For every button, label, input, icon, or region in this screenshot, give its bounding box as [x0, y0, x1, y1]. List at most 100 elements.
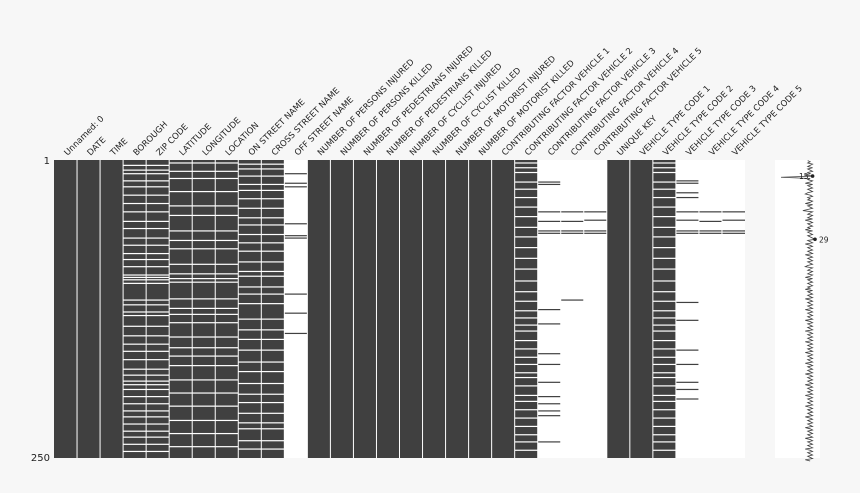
- y-tick-top: 1: [44, 156, 50, 167]
- missing-row-mark: [514, 181, 538, 183]
- missing-row-mark: [169, 379, 193, 381]
- missing-row-mark: [238, 318, 262, 320]
- missing-row-mark: [123, 311, 147, 313]
- missing-row-mark: [146, 164, 170, 166]
- missing-row-mark: [123, 443, 147, 445]
- missing-row-mark: [652, 216, 676, 218]
- missing-row-mark: [169, 177, 193, 180]
- missing-row-mark: [215, 432, 239, 435]
- missing-row-mark: [652, 162, 676, 164]
- missing-row-mark: [123, 279, 147, 281]
- missing-row-mark: [261, 412, 285, 414]
- column-separators: [76, 160, 723, 458]
- missing-row-mark: [169, 298, 193, 300]
- missing-row-mark: [261, 329, 285, 331]
- missing-row-mark: [652, 394, 676, 397]
- missing-row-mark: [652, 372, 676, 374]
- missing-row-mark: [652, 181, 676, 183]
- present-row-mark: [537, 230, 561, 232]
- missing-row-mark: [146, 384, 170, 386]
- missing-row-mark: [146, 436, 170, 438]
- missing-row-mark: [169, 278, 193, 280]
- missing-row-mark: [261, 382, 285, 385]
- missing-row-mark: [514, 376, 538, 379]
- missing-row-mark: [146, 169, 170, 171]
- present-row-mark: [537, 396, 561, 398]
- missing-row-mark: [215, 392, 239, 394]
- present-row-mark: [721, 211, 745, 213]
- missing-row-mark: [146, 276, 170, 279]
- missing-row-mark: [261, 261, 285, 263]
- missing-row-mark: [146, 227, 170, 230]
- missing-row-mark: [652, 236, 676, 238]
- present-row-mark: [284, 235, 308, 237]
- missing-row-mark: [238, 198, 262, 200]
- missing-row-mark: [123, 220, 147, 222]
- matrix-column-23: [583, 160, 607, 458]
- missing-row-mark: [261, 250, 285, 252]
- missing-row-mark: [652, 449, 676, 451]
- matrix-column-10: [284, 160, 308, 458]
- matrix-column-12: [330, 160, 354, 458]
- missing-row-mark: [192, 239, 216, 242]
- matrix-column-26: [652, 160, 676, 458]
- missing-row-mark: [123, 266, 147, 268]
- missing-row-mark: [261, 189, 285, 191]
- missing-row-mark: [123, 252, 147, 255]
- missing-row-mark: [146, 258, 170, 261]
- missing-row-mark: [123, 211, 147, 213]
- missing-row-mark: [123, 244, 147, 246]
- missing-row-mark: [169, 365, 193, 367]
- missing-row-mark: [192, 162, 216, 164]
- missing-row-mark: [146, 416, 170, 418]
- missing-row-mark: [261, 338, 285, 340]
- missing-row-mark: [169, 336, 193, 338]
- missing-row-mark: [652, 417, 676, 419]
- present-row-mark: [721, 219, 745, 221]
- missing-row-mark: [238, 261, 262, 263]
- missing-row-mark: [123, 380, 147, 382]
- missing-row-mark: [123, 350, 147, 352]
- missing-row-mark: [215, 313, 239, 315]
- missing-row-mark: [169, 432, 193, 435]
- missing-row-mark: [514, 226, 538, 228]
- missing-row-mark: [123, 343, 147, 345]
- missing-row-mark: [192, 313, 216, 315]
- missing-row-mark: [514, 188, 538, 190]
- matrix-column-3: [123, 160, 147, 458]
- present-row-mark: [675, 230, 699, 232]
- missing-row-mark: [146, 279, 170, 281]
- present-row-mark: [537, 211, 561, 213]
- missing-row-mark: [215, 322, 239, 324]
- missing-row-mark: [652, 317, 676, 319]
- missing-row-mark: [192, 190, 216, 193]
- missing-row-mark: [215, 419, 239, 422]
- present-row-mark: [537, 181, 561, 183]
- missing-row-mark: [238, 275, 262, 277]
- missing-row-mark: [215, 162, 239, 164]
- missing-row-mark: [261, 440, 285, 442]
- missing-row-mark: [123, 416, 147, 418]
- present-row-mark: [721, 230, 745, 232]
- missing-row-mark: [215, 263, 239, 265]
- missing-row-mark: [146, 423, 170, 425]
- missing-row-mark: [192, 177, 216, 180]
- present-row-mark: [537, 441, 561, 443]
- missing-row-mark: [169, 248, 193, 250]
- missing-row-mark: [146, 304, 170, 306]
- missing-row-mark: [238, 422, 262, 424]
- missing-row-mark: [238, 412, 262, 414]
- missing-row-mark: [238, 393, 262, 395]
- missing-row-mark: [652, 280, 676, 282]
- missing-row-mark: [169, 322, 193, 324]
- matrix-column-15: [399, 160, 423, 458]
- missing-row-mark: [514, 363, 538, 366]
- present-row-mark: [537, 309, 561, 311]
- present-row-mark: [675, 381, 699, 383]
- present-row-mark: [675, 211, 699, 213]
- missing-row-mark: [514, 417, 538, 419]
- missing-row-mark: [123, 164, 147, 166]
- present-row-mark: [583, 230, 607, 232]
- missing-row-mark: [238, 183, 262, 186]
